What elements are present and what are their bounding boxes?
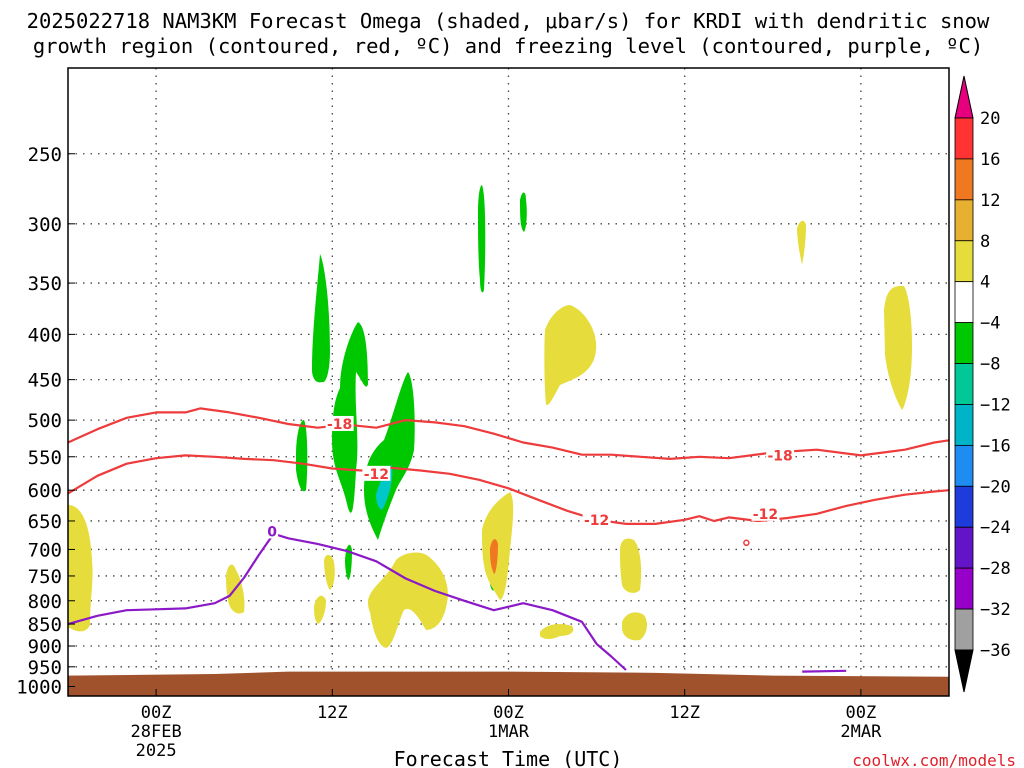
x-tick-label: 00Z — [493, 703, 524, 723]
colorbar-swatch — [954, 240, 974, 283]
y-tick-label: 700 — [28, 539, 62, 561]
colorbar-swatch — [954, 404, 974, 446]
terrain-fill — [68, 671, 949, 696]
y-tick-label: 950 — [28, 657, 62, 679]
colorbar-label: −28 — [980, 559, 1011, 579]
dgz-contour-label: -18 — [767, 448, 792, 464]
contour-label-background — [751, 505, 780, 521]
omega-ascent-region — [296, 420, 308, 492]
colorbar-label: 12 — [980, 191, 1000, 211]
freezing-level-contour — [802, 669, 847, 673]
dgz-contour-small-loop — [743, 539, 750, 547]
x-tick-label: 2025 — [136, 741, 177, 761]
omega-descent-region — [324, 554, 335, 590]
y-tick-label: 1000 — [16, 677, 62, 699]
colorbar-swatch — [954, 444, 974, 487]
credit-text: coolwx.com/models — [852, 751, 1016, 768]
chart-title-line-1: 2025022718 NAM3KM Forecast Omega (shaded… — [27, 9, 990, 33]
chart-title-line-2: growth region (contoured, red, ºC) and f… — [33, 34, 983, 58]
colorbar-swatch — [954, 281, 974, 324]
x-tick-label: 12Z — [669, 703, 700, 723]
colorbar-label: −20 — [980, 477, 1011, 497]
colorbar-label: −4 — [980, 314, 1000, 334]
omega-descent-region — [490, 539, 498, 574]
contour-label-background — [266, 523, 279, 539]
y-tick-label: 900 — [28, 636, 62, 658]
x-axis-label: Forecast Time (UTC) — [394, 747, 623, 768]
dgz-contour-label: -18 — [327, 417, 352, 433]
colorbar-swatch — [954, 485, 974, 528]
x-tick-label: 1MAR — [488, 722, 530, 742]
omega-descent-region — [884, 285, 912, 410]
contour-label-background — [766, 447, 795, 463]
omega-descent-region — [797, 220, 806, 265]
omega-descent-region — [540, 624, 574, 639]
y-tick-label: 850 — [28, 614, 62, 636]
contour-label-background — [362, 465, 391, 481]
omega-descent-region — [68, 505, 93, 632]
omega-descent-region — [620, 538, 642, 593]
colorbar-bottom-cap — [954, 649, 974, 693]
freezing-level-label: 0 — [267, 524, 277, 540]
colorbar-label: 16 — [980, 150, 1000, 170]
plot-area: -18 -12 -12 -18 -12 0 — [67, 67, 950, 697]
x-tick-label: 00Z — [141, 703, 172, 723]
omega-descent-region — [314, 595, 326, 624]
contour-label-background — [325, 415, 354, 431]
contour-label-background — [582, 511, 611, 527]
y-tick-label: 500 — [28, 410, 62, 432]
freezing-level-contour — [67, 532, 627, 671]
dgz-contour-minus12 — [67, 454, 950, 525]
colorbar-swatch — [954, 567, 974, 610]
y-tick-label: 600 — [28, 480, 62, 502]
colorbar-label: −16 — [980, 436, 1011, 456]
colorbar-label: −12 — [980, 395, 1011, 415]
surface-terrain — [68, 671, 949, 696]
dgz-contour-label: -12 — [584, 513, 609, 529]
y-tick-label: 800 — [28, 591, 62, 613]
omega-ascent-region — [520, 192, 527, 232]
colorbar-swatch — [954, 117, 974, 160]
colorbar-swatch — [954, 158, 974, 201]
y-tick-label: 750 — [28, 566, 62, 588]
dgz-contour-label: -12 — [753, 507, 778, 523]
omega-descent-region — [622, 612, 647, 641]
omega-ascent-region — [345, 544, 352, 580]
y-tick-label: 300 — [28, 214, 62, 236]
omega-descent-region — [544, 305, 597, 406]
x-tick-label: 00Z — [846, 703, 877, 723]
colorbar: 20 16 12 8 4 −4 −8 −12 −16 −20 −24 −28 −32 −36 — [954, 75, 1011, 693]
colorbar-swatch — [954, 363, 974, 405]
x-tick-label: 2MAR — [840, 722, 882, 742]
y-tick-label: 250 — [28, 144, 62, 166]
plot-background — [68, 68, 949, 696]
colorbar-label: −8 — [980, 355, 1000, 375]
omega-descent-region — [368, 552, 448, 648]
colorbar-label: 20 — [980, 109, 1000, 129]
colorbar-swatch — [954, 322, 974, 364]
dgz-contour-label: -12 — [364, 467, 389, 483]
y-tick-label: 550 — [28, 447, 62, 469]
colorbar-top-cap — [954, 75, 974, 119]
x-tick-label: 28FEB — [131, 722, 182, 742]
colorbar-label: −36 — [980, 641, 1011, 661]
contour-labels: -18 -12 -12 -18 -12 0 — [266, 415, 795, 540]
omega-ascent-region — [478, 185, 486, 293]
colorbar-label: −24 — [980, 518, 1011, 538]
y-tick-label: 400 — [28, 324, 62, 346]
colorbar-label: −32 — [980, 600, 1011, 620]
colorbar-swatch — [954, 199, 974, 242]
omega-ascent-region — [312, 254, 330, 383]
colorbar-swatch — [954, 526, 974, 569]
y-tick-label: 350 — [28, 273, 62, 295]
x-tick-label: 12Z — [317, 703, 348, 723]
colorbar-label: 8 — [980, 232, 990, 252]
y-tick-label: 650 — [28, 511, 62, 533]
y-axis: 2503003504004505005506006507007508008509… — [16, 144, 75, 699]
colorbar-swatch — [954, 608, 974, 651]
colorbar-label: 4 — [980, 273, 990, 293]
y-tick-label: 450 — [28, 370, 62, 392]
